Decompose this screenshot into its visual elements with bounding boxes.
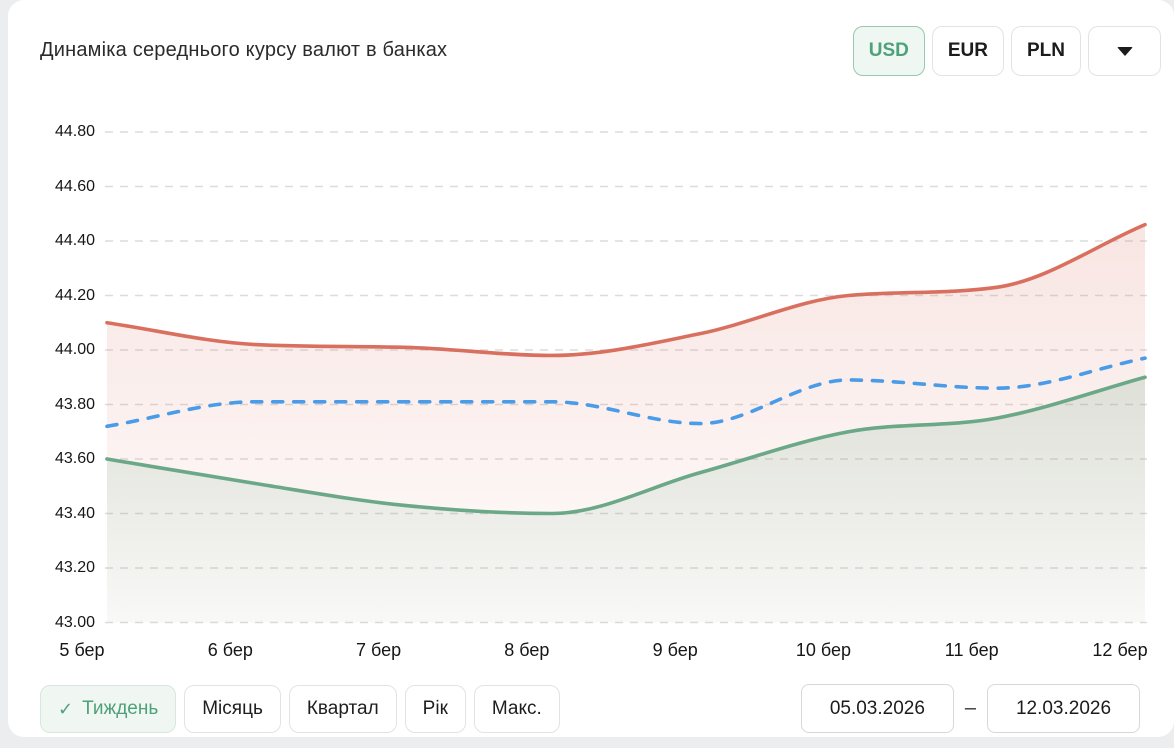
x-axis-label: 5 бер (59, 640, 105, 660)
period-tab-week[interactable]: ✓ Тиждень (40, 685, 177, 733)
date-from-input[interactable] (800, 684, 954, 733)
series-middle-blue-dashed-line (105, 356, 1147, 429)
y-axis-label: 44.00 (54, 341, 95, 358)
chart-svg (105, 131, 1147, 624)
y-axis-label: 43.20 (54, 559, 95, 576)
period-selector: ✓ Тиждень ✓ Місяць ✓ Квартал ✓ Рік ✓ Мак… (40, 685, 560, 733)
currency-tab-usd[interactable]: USD (852, 26, 925, 76)
currency-tab-label: USD (868, 40, 909, 61)
period-tab-month[interactable]: ✓ Місяць (184, 685, 281, 733)
currency-tab-eur[interactable]: EUR (931, 26, 1004, 76)
period-tab-max[interactable]: ✓ Макс. (473, 685, 560, 733)
period-tab-label: Рік (422, 698, 448, 719)
date-to-input[interactable] (987, 684, 1140, 733)
y-axis-label: 43.00 (54, 613, 95, 631)
currency-selector: USD EUR PLN (852, 26, 1161, 76)
series-lower-green-solid-line (105, 375, 1147, 516)
series-upper-red-solid-line (105, 222, 1147, 358)
y-axis-label: 44.80 (54, 123, 95, 140)
chevron-down-icon (1116, 46, 1133, 56)
x-axis-label: 12 бер (1092, 640, 1148, 660)
currency-dropdown-button[interactable] (1088, 26, 1161, 76)
period-tab-label: Квартал (306, 698, 379, 719)
y-axis-label: 43.60 (54, 450, 95, 467)
period-tab-label: Макс. (491, 698, 542, 719)
x-axis-label: 9 бер (652, 640, 698, 660)
date-range-separator: – (964, 697, 976, 719)
y-axis-label: 43.80 (54, 395, 95, 413)
x-axis-label: 6 бер (207, 640, 253, 660)
date-range: – (800, 684, 1140, 733)
y-axis-label: 44.60 (54, 177, 95, 195)
chart-title: Динаміка середнього курсу валют в банках (40, 39, 448, 61)
period-tab-label: Тиждень (82, 698, 159, 719)
x-axis-label: 8 бер (504, 640, 550, 660)
period-tab-label: Місяць (202, 698, 263, 719)
y-axis-label: 43.40 (54, 504, 95, 522)
period-tab-year[interactable]: ✓ Рік (404, 685, 466, 733)
currency-tab-label: PLN (1027, 40, 1065, 61)
currency-tab-label: EUR (947, 40, 988, 61)
period-tab-quarter[interactable]: ✓ Квартал (288, 685, 397, 733)
x-axis-label: 7 бер (355, 640, 402, 660)
x-axis-label: 11 бер (944, 640, 999, 660)
currency-chart-card: Динаміка середнього курсу валют в банках… (8, 0, 1174, 737)
x-axis: 5 бер 6 бер 7 бер 8 бер 9 бер 10 бер 11 бер 12 … (59, 640, 1148, 666)
y-axis-label: 44.20 (54, 286, 95, 304)
chart-plot-area[interactable] (105, 110, 1147, 626)
x-axis-label: 10 бер (795, 640, 851, 660)
check-icon: ✓ (58, 698, 74, 720)
y-axis-label: 44.40 (54, 232, 95, 249)
currency-tab-pln[interactable]: PLN (1011, 26, 1081, 76)
